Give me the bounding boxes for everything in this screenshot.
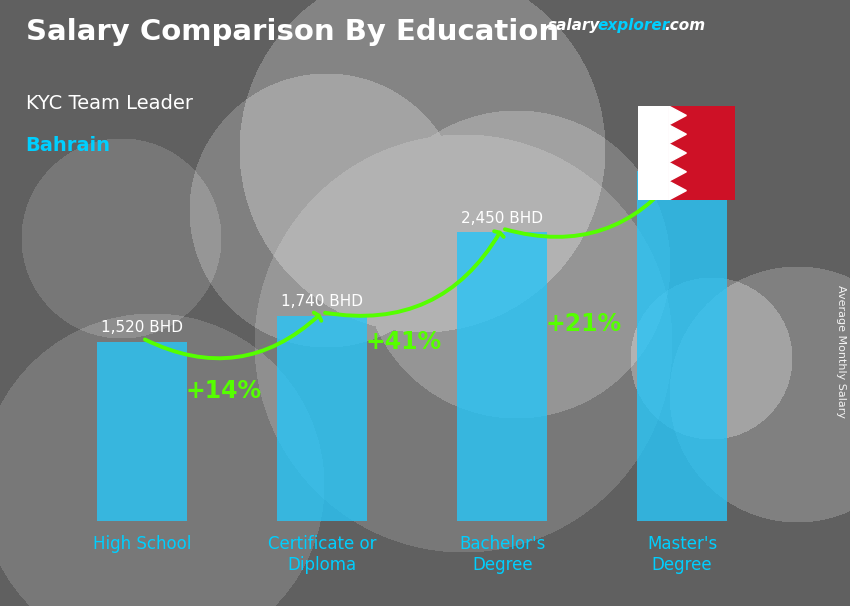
Text: Average Monthly Salary: Average Monthly Salary xyxy=(836,285,846,418)
Polygon shape xyxy=(669,144,686,162)
Polygon shape xyxy=(669,125,686,144)
Text: .com: .com xyxy=(664,18,705,33)
Text: +21%: +21% xyxy=(545,313,621,336)
Text: salary: salary xyxy=(548,18,601,33)
Text: 2,450 BHD: 2,450 BHD xyxy=(462,210,543,225)
Text: explorer: explorer xyxy=(598,18,670,33)
Bar xyxy=(669,106,735,200)
Polygon shape xyxy=(669,181,686,200)
Text: Bahrain: Bahrain xyxy=(26,136,110,155)
Bar xyxy=(638,106,669,200)
Text: KYC Team Leader: KYC Team Leader xyxy=(26,94,192,113)
Text: +41%: +41% xyxy=(366,330,441,355)
Polygon shape xyxy=(669,106,686,125)
Text: 1,520 BHD: 1,520 BHD xyxy=(101,321,184,335)
Bar xyxy=(98,342,187,521)
Bar xyxy=(457,232,547,521)
Text: 2,970 BHD: 2,970 BHD xyxy=(641,149,723,164)
Polygon shape xyxy=(669,162,686,181)
Bar xyxy=(638,171,727,521)
Text: Salary Comparison By Education: Salary Comparison By Education xyxy=(26,18,558,46)
Text: 1,740 BHD: 1,740 BHD xyxy=(281,295,363,309)
Text: +14%: +14% xyxy=(185,379,262,403)
Bar xyxy=(277,316,367,521)
